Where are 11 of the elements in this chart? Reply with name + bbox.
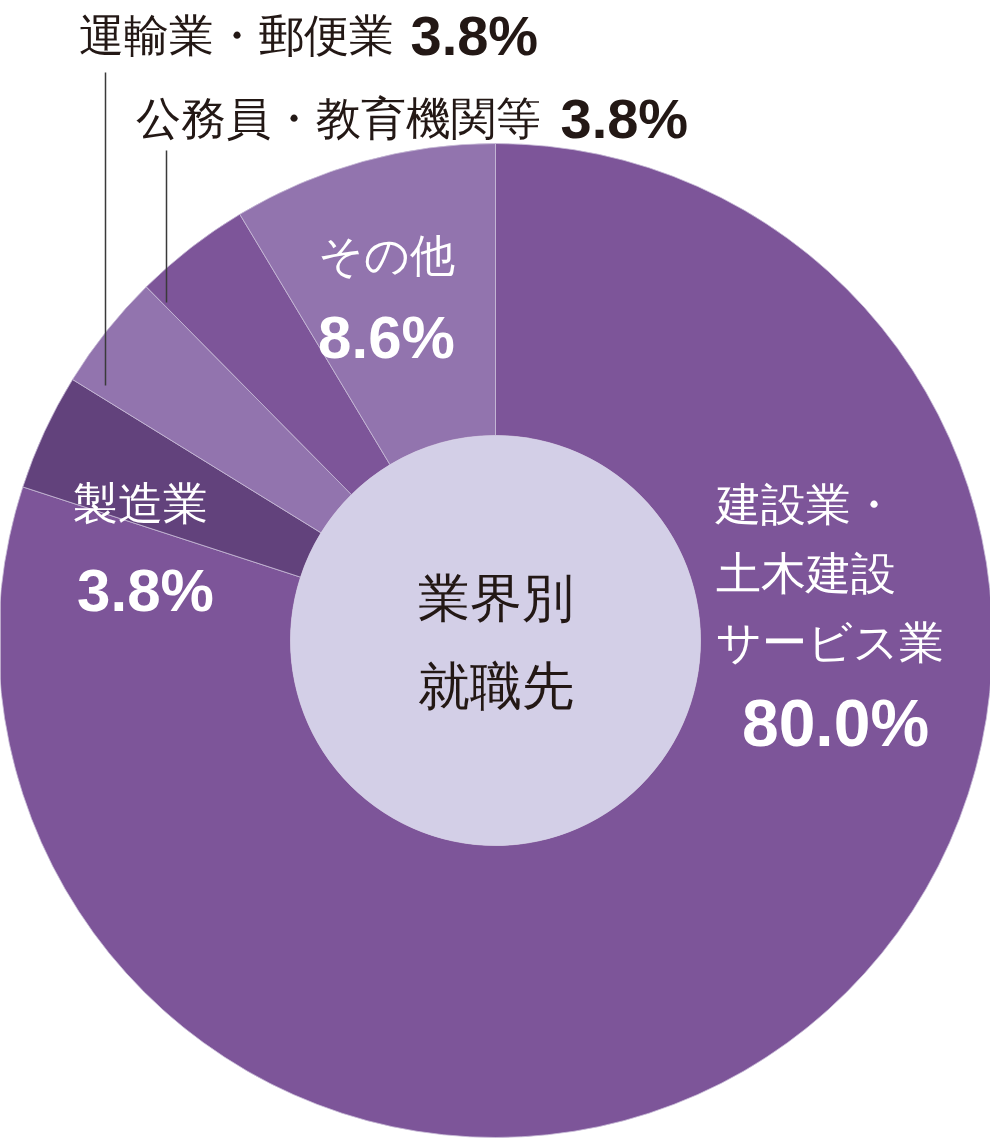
slice-label: 公務員・教育機関等 bbox=[135, 92, 541, 145]
data-label: 80.0% bbox=[741, 685, 930, 760]
text: 業界別就職先 bbox=[417, 569, 574, 716]
data-label: 3.8% bbox=[77, 557, 214, 624]
data-label: 3.8% bbox=[410, 4, 539, 67]
slice-label: 建設業・土木建設サービス業 bbox=[714, 478, 944, 669]
slice-label: その他 bbox=[318, 229, 455, 282]
slice-label: 製造業 bbox=[73, 477, 208, 530]
data-label: 8.6% bbox=[318, 304, 455, 371]
data-label: 3.8% bbox=[560, 87, 689, 150]
slice-label: 運輸業・郵便業 bbox=[78, 9, 394, 62]
